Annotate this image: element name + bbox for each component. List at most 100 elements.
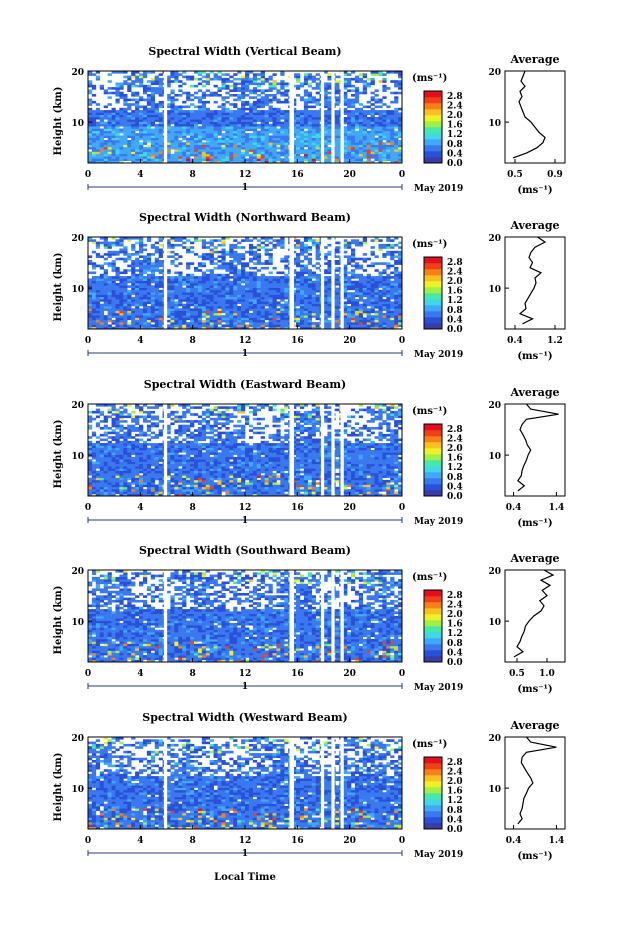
- colorbar-swatch: [424, 442, 442, 449]
- colorbar-swatch: [424, 275, 442, 282]
- data-gap: [163, 570, 168, 662]
- colorbar-tick-label: 1.6: [447, 454, 463, 464]
- y-tick-label: 10: [71, 285, 84, 295]
- profile-y-tick-label: 20: [488, 567, 501, 577]
- colorbar-swatch: [424, 460, 442, 467]
- y-tick-label: 20: [71, 734, 84, 744]
- colorbar-swatch: [424, 139, 442, 146]
- data-gap: [340, 570, 344, 662]
- colorbar-tick-label: 0.4: [447, 315, 463, 325]
- profile-frame: [504, 569, 566, 663]
- colorbar-tick-label: 2.8: [447, 92, 463, 102]
- x-tick-label: 12: [239, 669, 252, 679]
- x-tick-label: 0: [399, 336, 405, 346]
- y-tick-label: 20: [71, 68, 84, 78]
- colorbar-swatch: [424, 638, 442, 645]
- colorbar-swatch: [424, 311, 442, 318]
- colorbar-tick-label: 1.2: [447, 629, 463, 639]
- colorbar-swatch: [424, 472, 442, 479]
- x-tick-label: 8: [190, 669, 196, 679]
- colorbar-swatch: [424, 596, 442, 603]
- colorbar-tick-label: 0.0: [447, 492, 463, 502]
- x-tick-label: 8: [190, 503, 196, 513]
- profile-x-tick-label: 0.4: [507, 336, 523, 346]
- colorbar-tick-label: 0.0: [447, 159, 463, 169]
- data-gap: [289, 737, 295, 829]
- x-tick-label: 16: [291, 336, 304, 346]
- profile-title: Average: [509, 386, 559, 399]
- colorbar-swatch: [424, 299, 442, 306]
- colorbar-swatch: [424, 454, 442, 461]
- profile-title: Average: [509, 53, 559, 66]
- colorbar-swatch: [424, 650, 442, 657]
- colorbar-swatch: [424, 590, 442, 597]
- data-gap: [289, 404, 295, 496]
- colorbar-swatch: [424, 436, 442, 443]
- x-tick-label: 4: [137, 836, 143, 846]
- colorbar-unit: (ms⁻¹): [412, 572, 447, 583]
- colorbar-tick-label: 2.4: [447, 434, 463, 444]
- y-axis-label: Height (km): [53, 253, 64, 322]
- x-axis-label: Local Time: [214, 872, 276, 883]
- panel-2: Spectral Width (Northward Beam) Height (k…: [53, 211, 566, 362]
- profile-y-tick-label: 10: [488, 285, 501, 295]
- x-tick-label: 16: [291, 836, 304, 846]
- colorbar-tick-label: 2.8: [447, 425, 463, 435]
- heatmap: [88, 237, 403, 330]
- colorbar-swatch: [424, 644, 442, 651]
- date-label: May 2019: [414, 184, 463, 194]
- colorbar-frame: [423, 256, 443, 330]
- colorbar-tick-label: 1.2: [447, 296, 463, 306]
- colorbar-swatch: [424, 478, 442, 485]
- colorbar-frame: [423, 90, 443, 164]
- colorbar-swatch: [424, 799, 442, 806]
- colorbar-tick-label: 0.4: [447, 648, 463, 658]
- colorbar-swatch: [424, 757, 442, 764]
- y-axis-label: Height (km): [53, 753, 64, 822]
- colorbar-swatch: [424, 781, 442, 788]
- panel-title: Spectral Width (Westward Beam): [142, 711, 347, 724]
- panel-1: Spectral Width (Vertical Beam) Height (km…: [53, 45, 566, 196]
- data-gap: [163, 71, 168, 163]
- profile-frame: [504, 70, 566, 164]
- profile-frame: [504, 736, 566, 830]
- heatmap: [88, 737, 403, 830]
- colorbar-frame: [423, 423, 443, 497]
- day-label: 1: [242, 682, 248, 692]
- colorbar-tick-label: 1.6: [447, 620, 463, 630]
- x-tick-label: 8: [190, 336, 196, 346]
- colorbar-tick-label: 0.4: [447, 149, 463, 159]
- x-tick-label: 20: [343, 836, 356, 846]
- profile-x-tick-label: 0.5: [507, 170, 523, 180]
- x-tick-label: 0: [399, 836, 405, 846]
- y-axis-label: Height (km): [53, 586, 64, 655]
- colorbar-tick-label: 1.2: [447, 463, 463, 473]
- profile-unit: (ms⁻¹): [517, 185, 552, 196]
- data-gap: [163, 237, 168, 329]
- x-tick-label: 0: [399, 170, 405, 180]
- data-gap: [320, 404, 325, 496]
- profile-line: [512, 70, 546, 159]
- colorbar-tick-label: 2.4: [447, 267, 463, 277]
- x-tick-label: 20: [343, 503, 356, 513]
- day-label: 1: [242, 349, 248, 359]
- panel-title: Spectral Width (Vertical Beam): [148, 45, 341, 58]
- x-tick-label: 4: [137, 669, 143, 679]
- colorbar-swatch: [424, 490, 442, 497]
- colorbar-tick-label: 0.4: [447, 815, 463, 825]
- heatmap: [88, 570, 403, 663]
- data-gap: [289, 237, 295, 329]
- profile-y-tick-label: 10: [488, 618, 501, 628]
- y-tick-label: 10: [71, 785, 84, 795]
- y-axis-label: Height (km): [53, 87, 64, 156]
- data-gap: [340, 737, 344, 829]
- colorbar-frame: [423, 589, 443, 663]
- profile-y-tick-label: 20: [488, 234, 501, 244]
- x-tick-label: 4: [137, 503, 143, 513]
- colorbar-swatch: [424, 602, 442, 609]
- x-tick-label: 8: [190, 836, 196, 846]
- data-gap: [331, 570, 335, 662]
- colorbar-swatch: [424, 656, 442, 663]
- colorbar-swatch: [424, 133, 442, 140]
